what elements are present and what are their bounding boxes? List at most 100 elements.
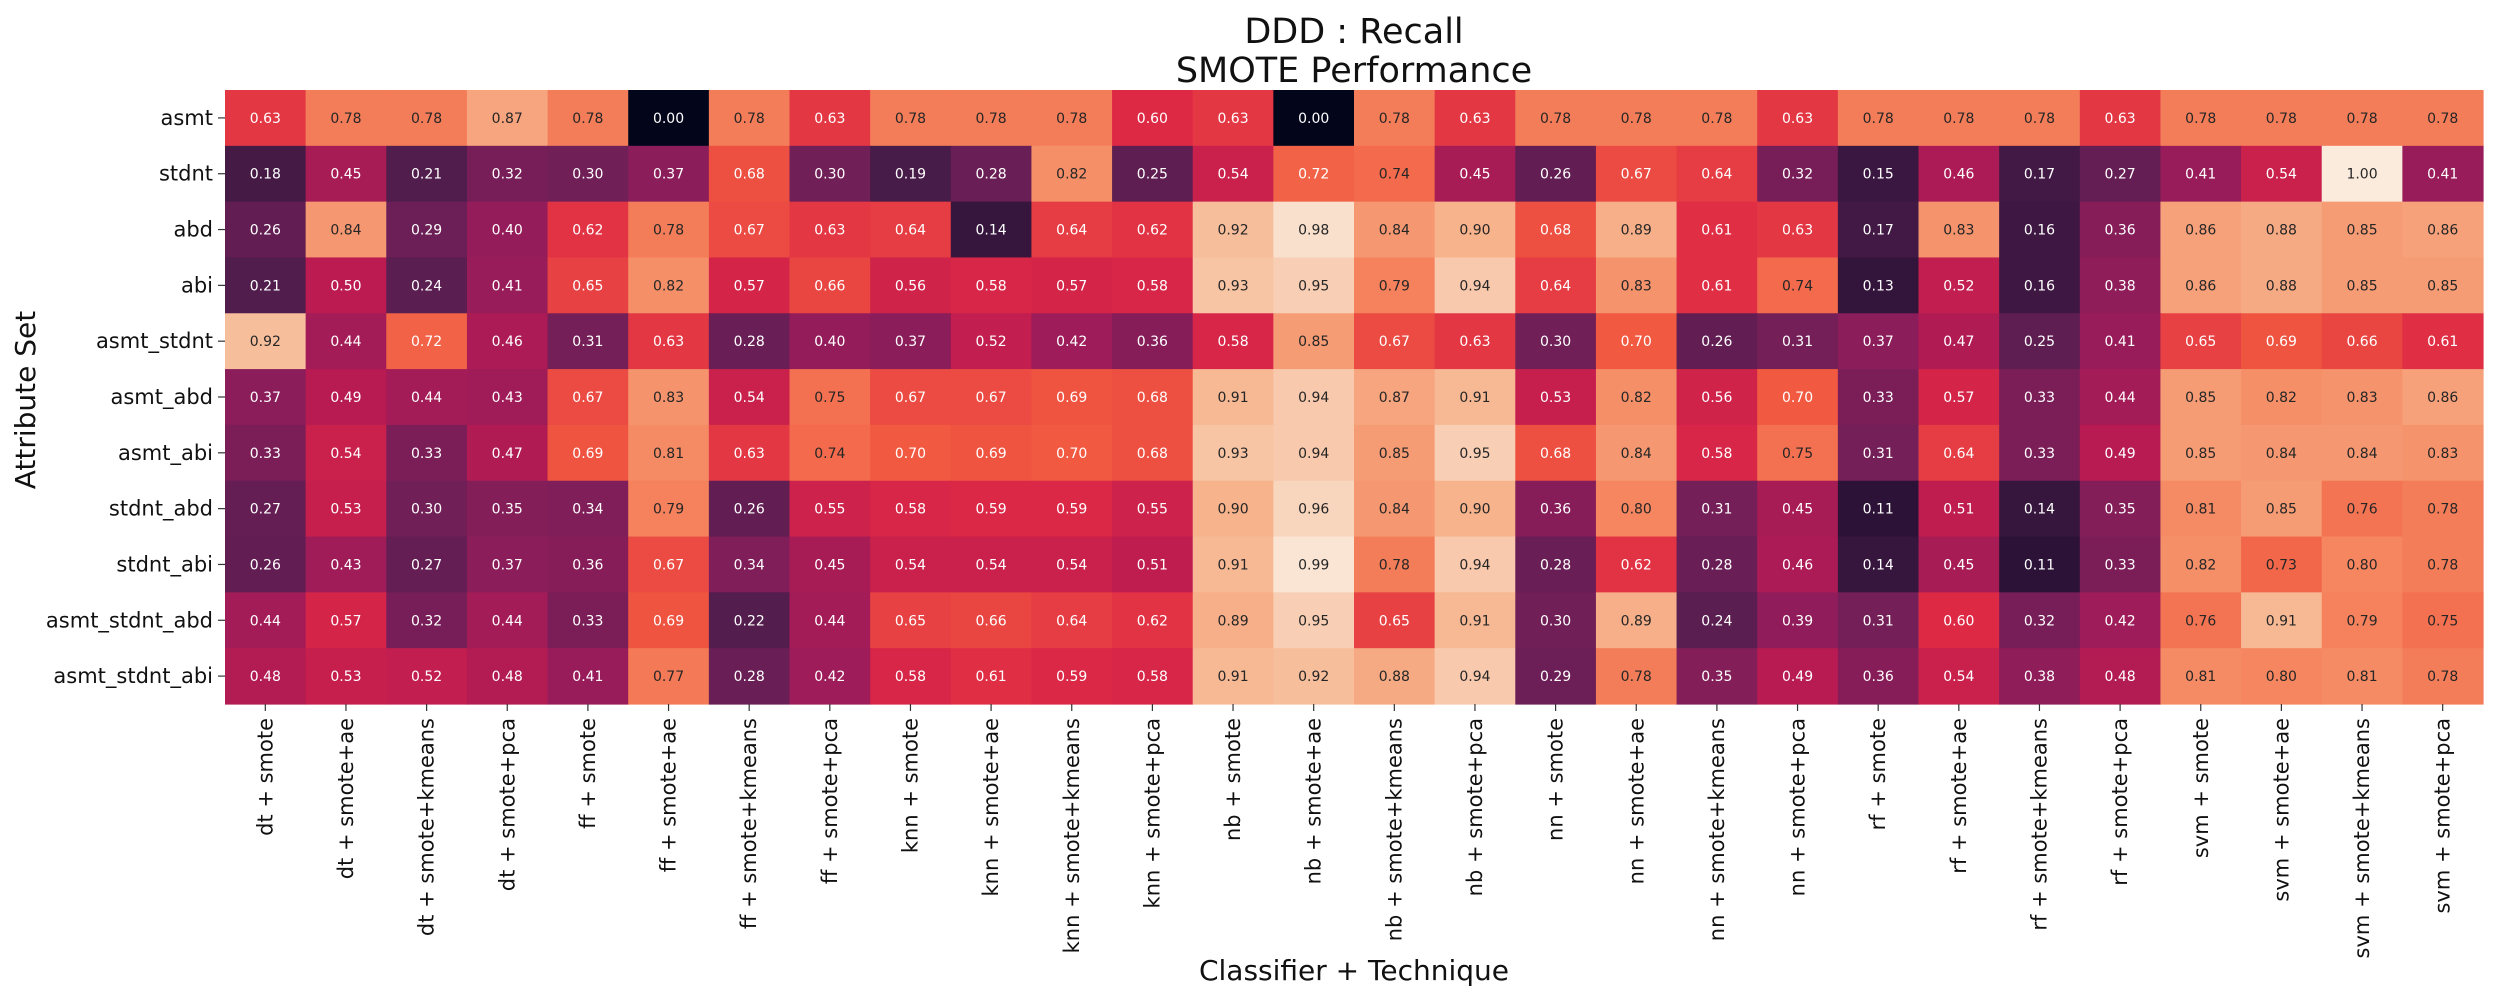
heatmap-cell-r4-c11	[1112, 313, 1194, 370]
cell-value-r7-c17: 0.80	[1621, 502, 1652, 518]
heatmap-cell-r10-c5	[628, 648, 710, 705]
heatmap-cell-r9-c2	[386, 592, 468, 649]
cell-value-r6-c14: 0.85	[1379, 446, 1410, 462]
heatmap-cell-r3-c15	[1434, 257, 1516, 314]
heatmap-cell-r8-c3	[466, 536, 549, 593]
heatmap-cell-r3-c24	[2160, 257, 2242, 314]
cell-value-r7-c21: 0.51	[1943, 502, 1974, 518]
y-tick-10: asmt_stdnt_abi	[53, 664, 213, 689]
heatmap-cell-r6-c0	[225, 424, 307, 482]
heatmap-cell-r0-c7	[789, 90, 871, 147]
heatmap-cell-r10-c1	[305, 648, 387, 705]
heatmap-cell-r0-c11	[1112, 90, 1194, 147]
cell-value-r7-c9: 0.59	[976, 502, 1007, 518]
heatmap-cell-r8-c4	[547, 536, 629, 593]
cell-value-r10-c5: 0.77	[653, 669, 684, 685]
heatmap-cell-r7-c8	[870, 480, 952, 538]
heatmap-cell-r5-c21	[1918, 369, 2000, 426]
heatmap-cell-r6-c22	[1999, 424, 2081, 482]
cell-value-r3-c26: 0.85	[2346, 278, 2377, 294]
cell-value-r2-c24: 0.86	[2185, 223, 2216, 239]
heatmap-cell-r6-c5	[628, 424, 710, 482]
heatmap-cell-r10-c21	[1918, 648, 2000, 705]
cell-value-r5-c21: 0.57	[1943, 390, 1974, 406]
cell-value-r10-c19: 0.49	[1782, 669, 1813, 685]
heatmap-cell-r4-c1	[305, 313, 387, 370]
cell-value-r0-c11: 0.60	[1137, 111, 1168, 127]
heatmap-cell-r0-c8	[870, 90, 952, 147]
cell-value-r10-c25: 0.80	[2266, 669, 2297, 685]
cell-value-r5-c4: 0.67	[572, 390, 603, 406]
heatmap-cell-r6-c13	[1273, 424, 1355, 482]
chart-subtitle: SMOTE Performance	[1176, 51, 1532, 91]
cell-value-r8-c25: 0.73	[2266, 557, 2297, 573]
cell-value-r2-c26: 0.85	[2346, 223, 2377, 239]
cell-value-r3-c21: 0.52	[1943, 278, 1974, 294]
heatmap-cell-r2-c22	[1999, 201, 2081, 259]
heatmap-cell-r7-c26	[2321, 480, 2403, 538]
cell-value-r0-c26: 0.78	[2346, 111, 2377, 127]
cell-value-r9-c0: 0.44	[250, 613, 281, 629]
cell-value-r7-c25: 0.85	[2266, 502, 2297, 518]
cell-value-r10-c26: 0.81	[2346, 669, 2377, 685]
cell-value-r9-c22: 0.32	[2024, 613, 2055, 629]
cell-value-r3-c0: 0.21	[250, 278, 281, 294]
cell-value-r1-c18: 0.64	[1701, 167, 1732, 183]
cell-value-r9-c15: 0.91	[1459, 613, 1490, 629]
cell-value-r2-c19: 0.63	[1782, 223, 1813, 239]
heatmap-cell-r1-c12	[1192, 145, 1274, 203]
heatmap-cell-r0-c4	[547, 90, 629, 147]
heatmap-cell-r2-c27	[2402, 201, 2484, 259]
cell-value-r2-c13: 0.98	[1298, 223, 1329, 239]
heatmap-cell-r6-c21	[1918, 424, 2000, 482]
heatmap-cell-r2-c14	[1354, 201, 1436, 259]
heatmap-cell-r1-c9	[950, 145, 1033, 203]
heatmap-cell-r2-c7	[789, 201, 871, 259]
cell-value-r2-c17: 0.89	[1621, 223, 1652, 239]
heatmap-cell-r8-c27	[2402, 536, 2484, 593]
cell-value-r1-c21: 0.46	[1943, 167, 1974, 183]
heatmap-cell-r6-c24	[2160, 424, 2242, 482]
heatmap-cell-r1-c10	[1031, 145, 1113, 203]
cell-value-r8-c0: 0.26	[250, 557, 281, 573]
cell-value-r5-c19: 0.70	[1782, 390, 1813, 406]
cell-value-r10-c0: 0.48	[250, 669, 281, 685]
cell-value-r3-c5: 0.82	[653, 278, 684, 294]
cell-value-r3-c10: 0.57	[1056, 278, 1087, 294]
heatmap-cell-r0-c22	[1999, 90, 2081, 147]
heatmap-cell-r7-c25	[2241, 480, 2323, 538]
heatmap-cell-r5-c20	[1837, 369, 1920, 426]
heatmap-cell-r6-c26	[2321, 424, 2403, 482]
heatmap-cell-r3-c19	[1757, 257, 1839, 314]
heatmap-cell-r2-c10	[1031, 201, 1113, 259]
cell-value-r3-c12: 0.93	[1217, 278, 1248, 294]
heatmap-cell-r1-c17	[1595, 145, 1678, 203]
x-tick-12: nb + smote	[1221, 718, 1245, 841]
cell-value-r0-c3: 0.87	[492, 111, 523, 127]
cell-value-r8-c18: 0.28	[1701, 557, 1732, 573]
heatmap-cell-r3-c17	[1595, 257, 1678, 314]
cell-value-r8-c21: 0.45	[1943, 557, 1974, 573]
heatmap-cell-r5-c23	[2079, 369, 2162, 426]
heatmap-cell-r7-c19	[1757, 480, 1839, 538]
heatmap-cell-r5-c3	[466, 369, 549, 426]
heatmap-cell-r5-c26	[2321, 369, 2403, 426]
heatmap-cell-r0-c21	[1918, 90, 2000, 147]
cell-value-r7-c18: 0.31	[1701, 502, 1732, 518]
y-tick-8: stdnt_abi	[116, 552, 213, 577]
heatmap-cell-r10-c27	[2402, 648, 2484, 705]
heatmap-cell-r10-c16	[1515, 648, 1597, 705]
heatmap-cell-r3-c22	[1999, 257, 2081, 314]
cell-value-r2-c23: 0.36	[2105, 223, 2136, 239]
y-tick-5: asmt_abd	[110, 385, 213, 410]
heatmap-cell-r2-c19	[1757, 201, 1839, 259]
x-tick-26: svm + smote+kmeans	[2350, 718, 2374, 958]
cell-value-r3-c3: 0.41	[492, 278, 523, 294]
cell-value-r4-c4: 0.31	[572, 334, 603, 350]
heatmap-cell-r5-c16	[1515, 369, 1597, 426]
heatmap-cell-r3-c4	[547, 257, 629, 314]
cell-value-r0-c27: 0.78	[2427, 111, 2458, 127]
heatmap-cell-r0-c3	[466, 90, 549, 147]
heatmap-cell-r6-c17	[1595, 424, 1678, 482]
heatmap-cell-r8-c19	[1757, 536, 1839, 593]
